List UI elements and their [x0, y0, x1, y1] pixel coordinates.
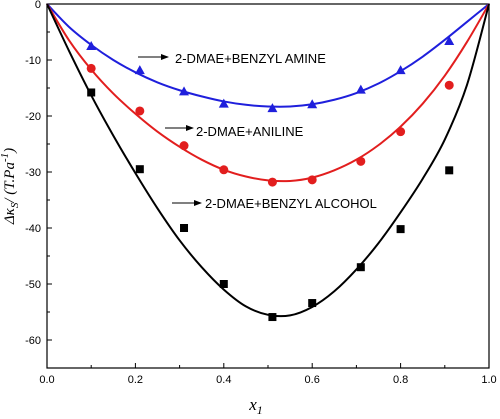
series-2-point	[180, 224, 189, 232]
fit-curves	[46, 3, 490, 318]
series-2-point	[396, 225, 405, 234]
y-axis-title: ΔκS/ (T.Pa-1)	[0, 148, 21, 225]
series-0-fit-line	[46, 3, 490, 108]
y-tick-label: 0	[35, 0, 41, 11]
series-0-point	[179, 86, 190, 96]
series-0-point	[218, 98, 229, 108]
x-tick-label: 0.2	[128, 374, 143, 386]
series-0-point	[307, 99, 318, 109]
y-tick-label: -20	[25, 111, 41, 123]
series-2-point	[356, 263, 365, 272]
series-1-point	[356, 156, 366, 166]
series-2-point	[135, 165, 144, 174]
series-2-fit-line	[46, 3, 490, 318]
series-1-fit-line	[46, 3, 490, 183]
series-0-point	[267, 103, 278, 113]
axis-ticks: 0.0 0.2 0.4 0.6 0.8 1.0 0 -10 -20 -30 -40 -50 -60	[25, 0, 497, 386]
series-1-point	[179, 141, 189, 151]
series-2-point	[268, 313, 277, 322]
x-tick-label: 0.6	[305, 374, 320, 386]
y-tick-label: -50	[25, 279, 41, 291]
series-2-point	[87, 88, 96, 97]
y-tick-label: -60	[25, 335, 41, 347]
y-tick-label: -10	[25, 55, 41, 67]
series-1-point	[219, 165, 229, 175]
x-tick-label: 0.8	[393, 374, 408, 386]
x-axis-title: x1	[248, 395, 263, 417]
series-2-point	[219, 280, 228, 288]
series-1-point	[267, 177, 277, 187]
annotation-label: 2-DMAE+BENZYL AMINE	[175, 51, 326, 66]
series-0-point	[134, 65, 145, 75]
series-0-point	[395, 65, 406, 75]
series-0-point	[355, 84, 366, 94]
series-1-point	[444, 80, 454, 90]
y-tick-label: -30	[25, 167, 41, 179]
series-1-point	[86, 63, 96, 73]
annotation-label: 2-DMAE+BENZYL ALCOHOL	[205, 196, 377, 211]
x-tick-label: 0.4	[216, 374, 231, 386]
series-1-point	[396, 127, 406, 137]
y-tick-label: -40	[25, 223, 41, 235]
data-markers	[86, 35, 455, 322]
series-0-point	[86, 41, 97, 50]
series-1-point	[135, 106, 145, 116]
annotation-label: 2-DMAE+ANILINE	[196, 124, 304, 139]
series-1-point	[307, 175, 317, 185]
series-0-point	[444, 35, 455, 45]
series-2-point	[308, 299, 317, 308]
x-tick-label: 0.0	[39, 374, 54, 386]
annotations: 2-DMAE+BENZYL AMINE 2-DMAE+ANILINE 2-DMAE+…	[138, 51, 377, 211]
x-tick-label: 1.0	[481, 374, 496, 386]
series-2-point	[445, 166, 454, 175]
